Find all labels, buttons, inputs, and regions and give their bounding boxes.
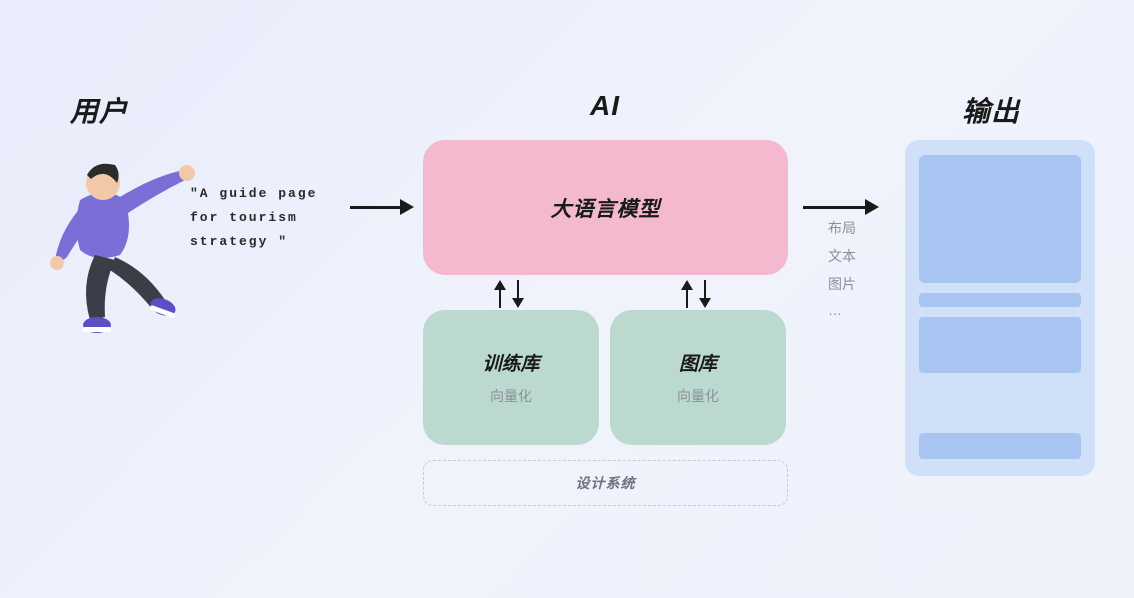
- arrow-ai-to-output: [803, 199, 879, 215]
- output-preview-card: [905, 140, 1095, 476]
- user-prompt-text: "A guide page for tourism strategy ": [190, 182, 340, 254]
- llm-label: 大语言模型: [551, 193, 661, 223]
- output-block-image: [919, 155, 1081, 283]
- training-library-caption: 向量化: [490, 386, 532, 406]
- output-block-bar: [919, 293, 1081, 307]
- user-illustration: [25, 145, 205, 345]
- bidir-arrow-gallery: [681, 280, 711, 308]
- llm-box: 大语言模型: [423, 140, 788, 275]
- output-block-spacer: [919, 383, 1081, 423]
- training-library-title: 训练库: [482, 349, 539, 376]
- output-block-bar: [919, 317, 1081, 373]
- column-title-output: 输出: [962, 90, 1020, 130]
- image-gallery-box: 图库 向量化: [610, 310, 786, 445]
- column-title-ai: AI: [590, 90, 620, 122]
- output-meta-item: …: [828, 302, 856, 318]
- training-library-box: 训练库 向量化: [423, 310, 599, 445]
- output-meta-item: 布局: [828, 218, 856, 238]
- diagram-canvas: 用户 AI 输出 "A guide page for touris: [0, 0, 1134, 598]
- output-meta-item: 图片: [828, 274, 856, 294]
- bidir-arrow-training: [494, 280, 524, 308]
- column-title-user: 用户: [70, 90, 128, 130]
- arrow-user-to-ai: [350, 199, 414, 215]
- output-block-bar: [919, 433, 1081, 459]
- image-gallery-title: 图库: [679, 349, 717, 376]
- design-system-box: 设计系统: [423, 460, 788, 506]
- output-meta-list: 布局 文本 图片 …: [828, 218, 856, 318]
- output-meta-item: 文本: [828, 246, 856, 266]
- image-gallery-caption: 向量化: [677, 386, 719, 406]
